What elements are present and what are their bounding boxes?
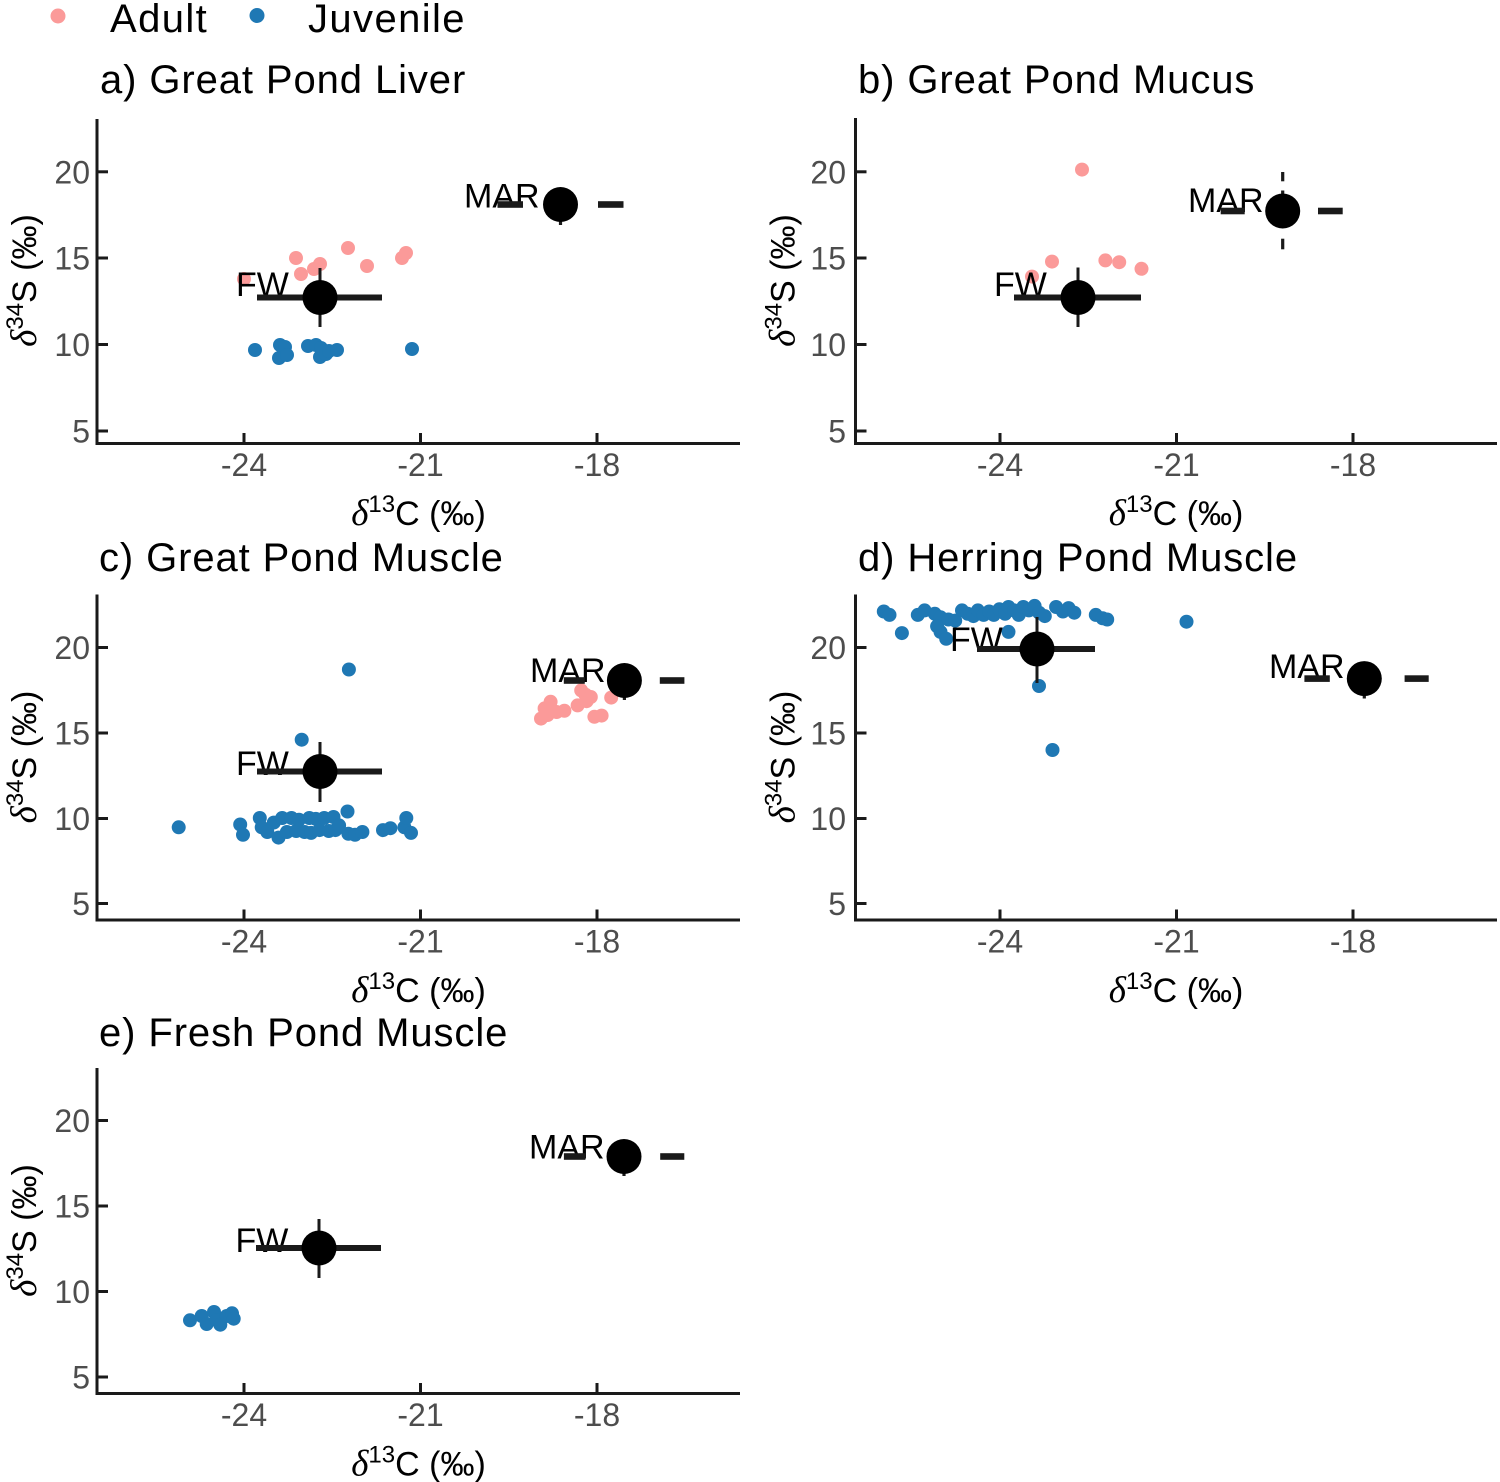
svg-text:δ13C (‰): δ13C (‰): [1109, 968, 1244, 1011]
svg-text:-21: -21: [397, 1397, 443, 1433]
svg-text:5: 5: [828, 886, 846, 922]
svg-text:20: 20: [54, 154, 90, 190]
svg-text:10: 10: [54, 327, 90, 363]
svg-text:δ34S (‰): δ34S (‰): [2, 214, 45, 347]
svg-text:Adult: Adult: [110, 0, 208, 41]
svg-text:δ34S (‰): δ34S (‰): [2, 1164, 45, 1297]
svg-text:15: 15: [54, 241, 90, 277]
svg-text:-24: -24: [221, 924, 267, 960]
svg-text:5: 5: [72, 1360, 90, 1396]
svg-text:MAR: MAR: [529, 1129, 605, 1167]
svg-text:MAR: MAR: [530, 652, 606, 690]
svg-text:δ13C (‰): δ13C (‰): [351, 491, 486, 534]
svg-text:20: 20: [810, 154, 846, 190]
svg-text:-24: -24: [977, 447, 1023, 483]
svg-text:a) Great Pond Liver: a) Great Pond Liver: [100, 58, 466, 102]
svg-text:-18: -18: [574, 924, 620, 960]
svg-text:5: 5: [72, 414, 90, 450]
svg-text:15: 15: [54, 1189, 90, 1225]
svg-text:-21: -21: [397, 924, 443, 960]
svg-text:d) Herring Pond Muscle: d) Herring Pond Muscle: [858, 536, 1298, 580]
svg-text:FW: FW: [236, 1222, 289, 1260]
svg-text:5: 5: [828, 414, 846, 450]
svg-text:5: 5: [72, 886, 90, 922]
svg-text:Juvenile: Juvenile: [308, 0, 466, 41]
svg-text:-18: -18: [1330, 924, 1376, 960]
svg-text:10: 10: [54, 801, 90, 837]
svg-text:15: 15: [810, 716, 846, 752]
svg-text:b) Great Pond Mucus: b) Great Pond Mucus: [858, 58, 1255, 102]
svg-text:e) Fresh Pond Muscle: e) Fresh Pond Muscle: [99, 1011, 508, 1055]
svg-text:c) Great Pond Muscle: c) Great Pond Muscle: [99, 536, 504, 580]
svg-text:-24: -24: [221, 447, 267, 483]
svg-text:-21: -21: [1153, 447, 1199, 483]
svg-text:δ13C (‰): δ13C (‰): [1109, 491, 1244, 534]
svg-text:-21: -21: [1153, 924, 1199, 960]
svg-text:MAR: MAR: [464, 178, 540, 216]
svg-text:20: 20: [54, 630, 90, 666]
svg-text:-24: -24: [221, 1397, 267, 1433]
svg-text:δ34S (‰): δ34S (‰): [761, 214, 804, 347]
svg-text:-18: -18: [1330, 447, 1376, 483]
svg-text:δ13C (‰): δ13C (‰): [351, 968, 486, 1011]
svg-text:10: 10: [810, 327, 846, 363]
svg-text:15: 15: [810, 241, 846, 277]
svg-text:-24: -24: [977, 924, 1023, 960]
svg-text:20: 20: [54, 1103, 90, 1139]
svg-text:10: 10: [810, 801, 846, 837]
svg-text:10: 10: [54, 1274, 90, 1310]
svg-text:20: 20: [810, 630, 846, 666]
svg-text:-21: -21: [397, 447, 443, 483]
svg-text:δ34S (‰): δ34S (‰): [2, 691, 45, 824]
svg-text:FW: FW: [236, 745, 289, 783]
svg-text:-18: -18: [574, 1397, 620, 1433]
svg-text:δ34S (‰): δ34S (‰): [761, 691, 804, 824]
svg-text:δ13C (‰): δ13C (‰): [351, 1442, 486, 1482]
svg-text:-18: -18: [574, 447, 620, 483]
svg-text:FW: FW: [950, 621, 1003, 659]
svg-text:15: 15: [54, 716, 90, 752]
